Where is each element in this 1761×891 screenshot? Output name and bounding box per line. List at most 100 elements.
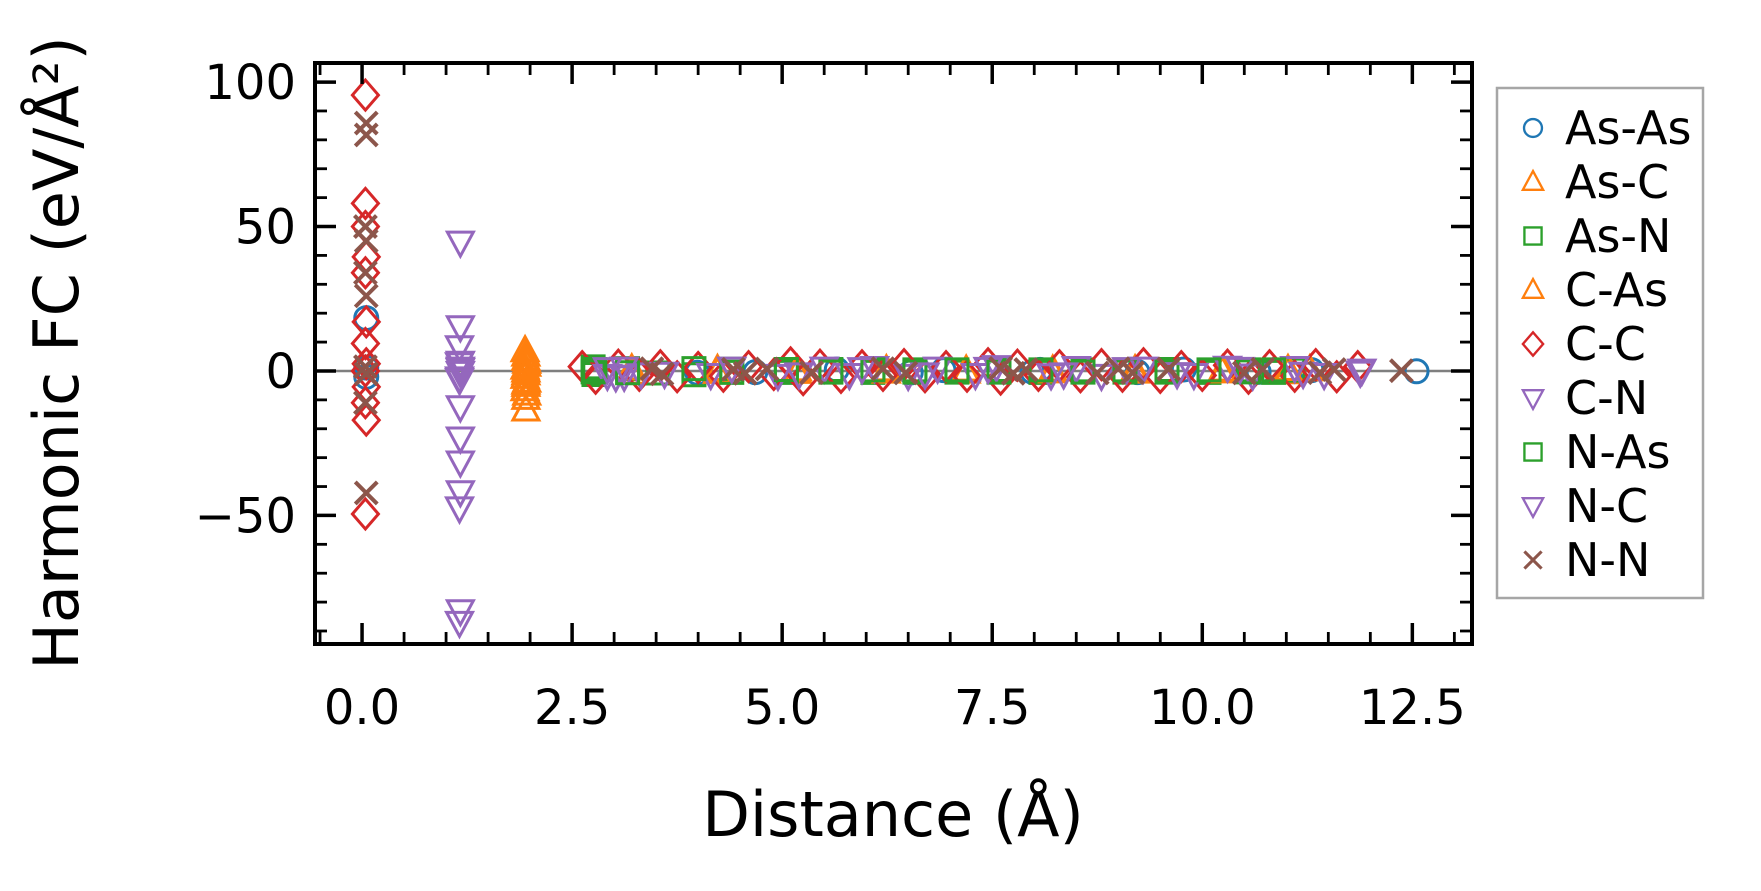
data-point <box>762 363 794 393</box>
data-point <box>509 372 541 402</box>
data-point <box>510 381 542 410</box>
legend-label: N-C <box>1565 479 1648 533</box>
data-point <box>893 360 919 386</box>
data-point <box>1231 360 1257 386</box>
y-tick-label: 50 <box>235 200 296 256</box>
data-point <box>972 356 1004 386</box>
data-point <box>1250 356 1276 382</box>
triangle-up-icon <box>1520 168 1546 191</box>
series-c-n <box>444 230 1378 628</box>
series-n-n <box>352 110 1414 506</box>
data-point <box>1187 358 1218 393</box>
data-point <box>510 365 542 395</box>
data-point <box>444 610 476 640</box>
data-point <box>681 356 707 382</box>
legend-item-as-as: As-As <box>1522 101 1691 155</box>
data-point <box>350 255 381 291</box>
data-point <box>1060 356 1092 385</box>
triangle-down-icon <box>1520 389 1546 412</box>
x-tick-label: 12.5 <box>1359 680 1466 736</box>
data-point <box>444 426 476 456</box>
data-point <box>1178 362 1210 392</box>
data-point <box>799 360 824 386</box>
y-tick-label: −50 <box>195 488 296 544</box>
data-point <box>1344 360 1376 390</box>
triangle-down-icon <box>1520 497 1546 520</box>
data-point <box>1389 358 1414 384</box>
x-tick-label: 0.0 <box>324 680 400 736</box>
plot-frame <box>313 61 1474 646</box>
square-icon <box>1523 442 1543 462</box>
data-point <box>615 360 641 386</box>
data-point <box>350 186 381 221</box>
data-point <box>352 260 378 286</box>
data-point <box>444 450 476 480</box>
data-point <box>510 337 542 367</box>
data-point <box>1321 357 1347 382</box>
legend-label: C-As <box>1565 263 1668 317</box>
data-point <box>444 360 476 390</box>
data-point <box>352 390 378 416</box>
data-point <box>909 362 941 392</box>
data-point <box>353 122 379 148</box>
legend-label: As-N <box>1565 209 1671 263</box>
diamond-icon <box>1521 330 1545 358</box>
data-point <box>846 357 878 386</box>
data-point <box>353 110 379 136</box>
data-point <box>1279 356 1311 385</box>
y-axis-label: Harmonic FC (eV/Å²) <box>20 36 93 669</box>
data-point <box>444 230 476 260</box>
data-point <box>988 355 1014 381</box>
legend-label: As-As <box>1565 101 1691 155</box>
series-c-c <box>350 77 1373 532</box>
x-tick-label: 10.0 <box>1149 680 1256 736</box>
data-point <box>986 359 1012 385</box>
data-point <box>1084 360 1110 386</box>
data-point <box>944 357 970 383</box>
legend-item-as-n: As-N <box>1523 209 1671 263</box>
circle-icon <box>1522 117 1544 139</box>
x-tick-label: 5.0 <box>744 680 820 736</box>
data-point <box>352 354 378 380</box>
data-point <box>649 361 675 387</box>
ticks-group <box>315 63 1472 644</box>
legend-item-c-n: C-N <box>1520 371 1648 425</box>
triangle-up-icon <box>1520 276 1546 299</box>
legend-item-as-c: As-C <box>1520 155 1669 209</box>
data-point <box>826 360 856 395</box>
data-point <box>1287 361 1319 391</box>
data-point <box>1206 354 1238 384</box>
data-point <box>1070 359 1096 385</box>
data-point <box>1156 356 1182 382</box>
square-icon <box>1523 226 1543 246</box>
data-point <box>754 356 780 382</box>
series-group <box>350 77 1430 640</box>
data-point <box>1048 362 1080 392</box>
data-point <box>444 315 476 344</box>
data-point <box>444 480 476 509</box>
data-point <box>1161 362 1193 391</box>
x-icon <box>1523 550 1543 570</box>
data-point <box>1403 358 1430 385</box>
data-point <box>716 356 748 386</box>
y-tick-label: 100 <box>204 55 296 111</box>
data-point <box>870 356 896 382</box>
legend-label: C-N <box>1565 371 1648 425</box>
data-point <box>922 356 954 386</box>
legend-item-n-n: N-N <box>1523 533 1650 587</box>
data-point <box>608 356 640 386</box>
data-point <box>952 358 983 394</box>
data-point <box>591 357 623 386</box>
legend-item-n-c: N-C <box>1520 479 1648 533</box>
data-point <box>1261 357 1287 383</box>
data-point <box>662 359 693 395</box>
data-point <box>444 335 476 364</box>
data-point <box>353 361 379 387</box>
legend-item-c-as: C-As <box>1520 263 1668 317</box>
data-point <box>868 358 898 393</box>
data-point <box>350 77 381 113</box>
data-point <box>351 304 382 340</box>
tick-labels-group: 0.0 2.5 5.0 7.5 10.0 12.5 100 50 0 −50 <box>195 55 1466 736</box>
